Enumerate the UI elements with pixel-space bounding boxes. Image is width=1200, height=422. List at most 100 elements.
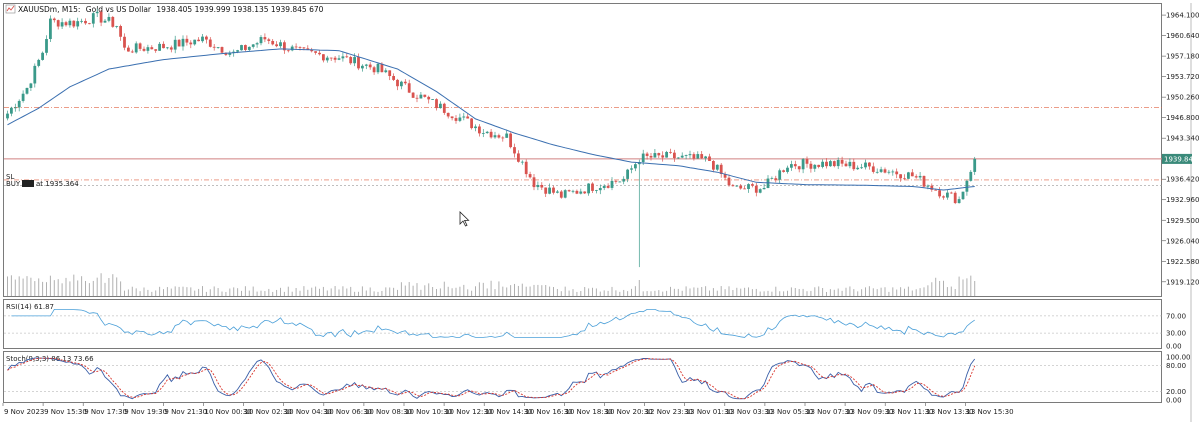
candle: [376, 63, 380, 75]
volume-bar: [482, 282, 484, 296]
main-panel-frame: [3, 3, 1162, 297]
candle: [696, 151, 700, 159]
candle: [216, 46, 220, 49]
volume-bar: [876, 289, 878, 296]
candle: [337, 55, 341, 61]
price-tick-label: 1932.960: [1166, 196, 1199, 204]
volume-bar: [603, 290, 605, 296]
price-tick-label: 1946.800: [1166, 114, 1199, 122]
candle: [146, 44, 150, 54]
volume-bar: [61, 283, 63, 296]
price-tick-label: 1922.580: [1166, 258, 1199, 266]
volume-bar: [623, 289, 625, 296]
candle: [969, 170, 973, 182]
buy-ticket-mask: [22, 180, 34, 187]
volume-bar: [814, 287, 816, 296]
volume-bar: [755, 288, 757, 296]
volume-bar: [853, 289, 855, 296]
volume-bar: [143, 287, 145, 296]
stoch-level-label: 100.00: [1166, 354, 1191, 362]
volume-bar: [790, 287, 792, 296]
stoch-panel-frame: [3, 351, 1162, 403]
volume-bar: [736, 287, 738, 296]
volume-bar: [389, 287, 391, 296]
candle: [228, 50, 232, 58]
candle: [485, 130, 489, 134]
volume-bar: [595, 288, 597, 296]
volume-bar: [974, 280, 976, 296]
candle: [864, 159, 867, 170]
candle: [134, 41, 138, 54]
candle: [883, 167, 887, 174]
candle: [271, 39, 275, 46]
volume-bar: [334, 286, 336, 296]
candle: [33, 63, 37, 88]
candle: [103, 18, 107, 23]
candle: [72, 20, 76, 29]
volume-bar: [420, 289, 422, 296]
candle: [435, 98, 438, 111]
volume-bar: [221, 291, 223, 296]
header-icon: [5, 4, 16, 14]
volume-bar: [439, 288, 441, 296]
volume-bar: [166, 287, 168, 296]
volume-bar: [849, 286, 851, 296]
rsi-title: RSI(14) 61.87: [6, 303, 54, 311]
candle: [602, 184, 606, 191]
volume-bar: [541, 285, 543, 296]
candle: [559, 190, 563, 199]
candle: [922, 175, 926, 188]
volume-bar: [549, 286, 551, 296]
volume-bar: [592, 287, 593, 296]
volume-bar: [576, 291, 578, 296]
volume-bar: [377, 291, 379, 296]
volume-bar: [233, 287, 235, 296]
candle: [614, 179, 618, 184]
candle: [618, 181, 622, 183]
stoch-level-label: 20.00: [1166, 388, 1186, 396]
volume-bar: [904, 288, 905, 296]
candle: [185, 35, 189, 46]
time-tick-label: 13 Nov 13:30: [926, 408, 973, 416]
candle: [325, 55, 329, 63]
candle: [169, 45, 173, 53]
rsi-level-label: 70.00: [1166, 312, 1186, 320]
volume-bar: [135, 288, 137, 296]
volume-bar: [857, 291, 859, 296]
rsi-level-label: 0.00: [1166, 343, 1182, 351]
volume-bar: [861, 289, 863, 296]
rsi-level-label: 30.00: [1166, 330, 1186, 338]
candle: [49, 15, 52, 42]
time-tick-label: 10 Nov 06:30: [325, 408, 372, 416]
candle: [439, 101, 442, 109]
candle: [501, 136, 505, 142]
volume-bar: [662, 291, 664, 296]
volume-bar: [490, 280, 492, 296]
time-tick-label: 10 Nov 10:30: [405, 408, 452, 416]
volume-bar: [553, 287, 554, 296]
candle: [598, 184, 602, 195]
volume-bar: [545, 284, 547, 296]
volume-bar: [767, 290, 769, 296]
candle: [587, 183, 590, 196]
volume-bar: [447, 286, 449, 296]
candle: [263, 33, 267, 43]
volume-bar: [287, 286, 289, 296]
price-tick-label: 1926.040: [1166, 237, 1199, 245]
volume-bar: [962, 279, 964, 296]
candle: [653, 148, 657, 158]
volume-bar: [151, 291, 153, 296]
candle: [719, 163, 723, 178]
candle: [840, 156, 844, 167]
volume-bar: [299, 290, 301, 296]
price-tick-label: 1943.340: [1166, 135, 1199, 143]
volume-bar: [73, 274, 75, 296]
volume-bar: [724, 289, 726, 296]
candle: [903, 174, 906, 180]
candle: [692, 152, 696, 161]
volume-bar: [529, 286, 531, 296]
volume-bar: [393, 287, 395, 296]
volume-bar: [560, 291, 562, 296]
candle: [68, 18, 72, 28]
